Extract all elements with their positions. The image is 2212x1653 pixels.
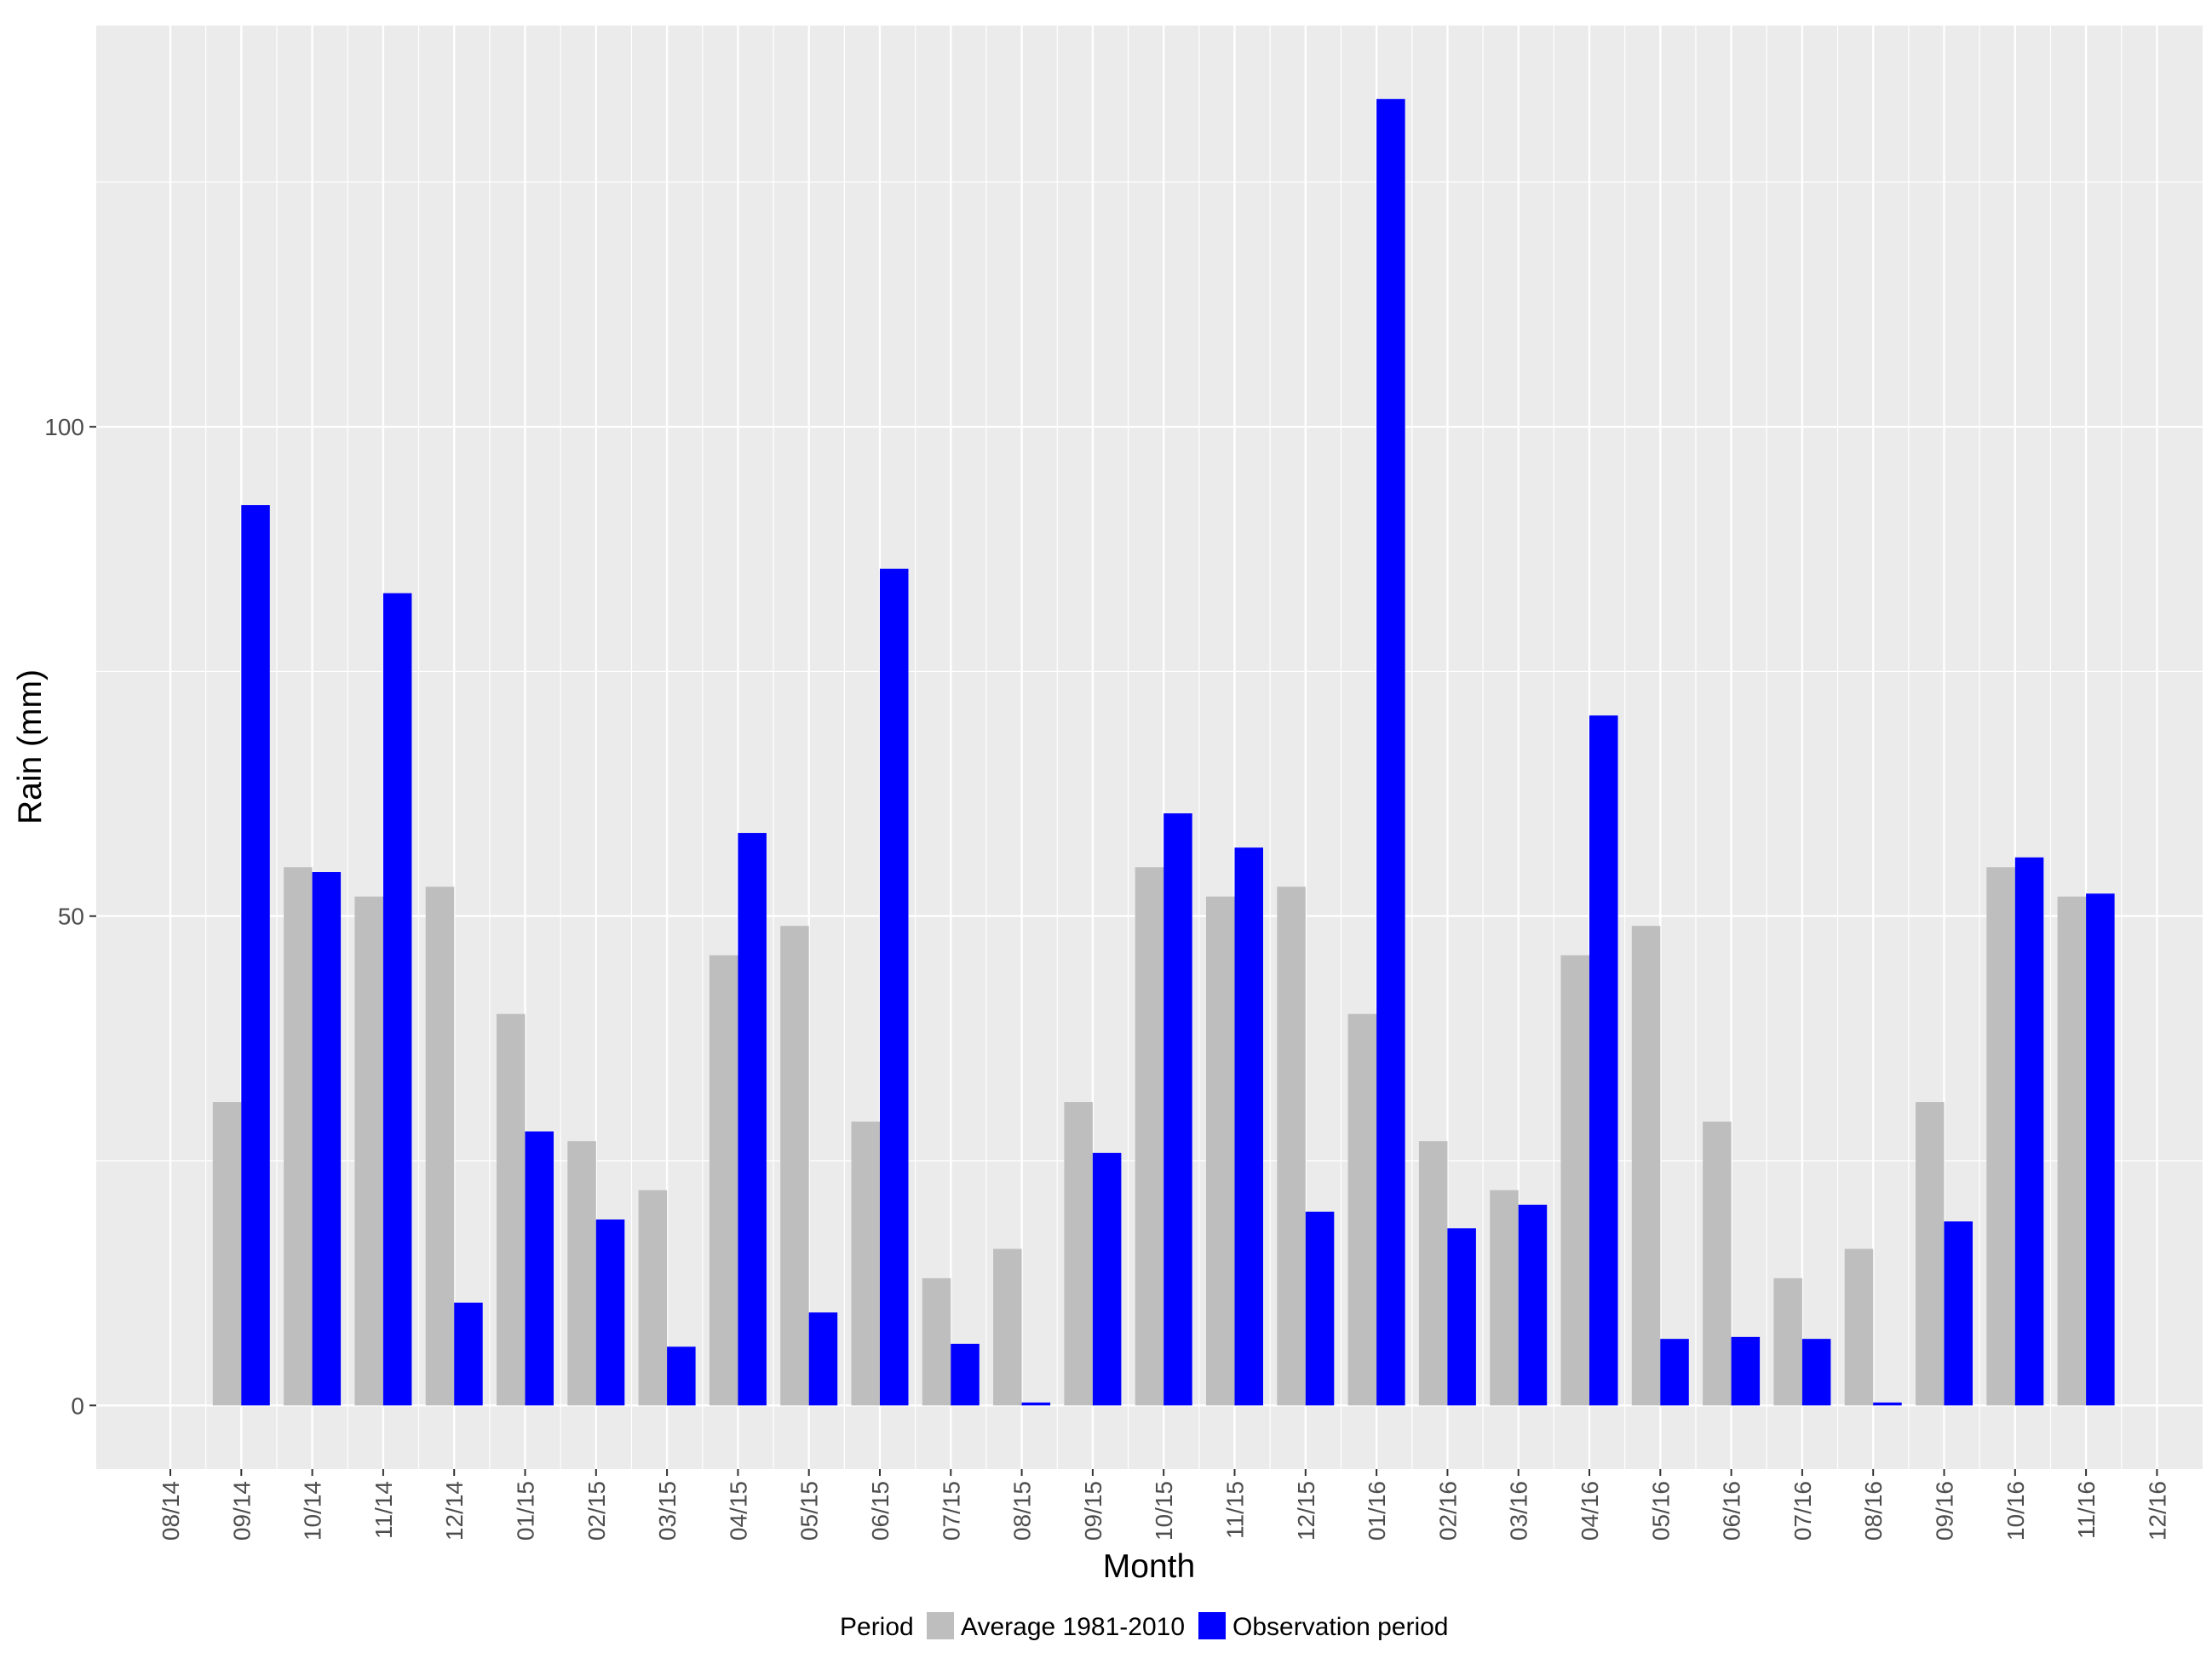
bar-average-01-15 — [497, 1013, 526, 1406]
bar-average-03-16 — [1490, 1190, 1519, 1406]
x-tick-label: 08/16 — [1860, 1481, 1887, 1541]
bar-observation-02-16 — [1447, 1228, 1476, 1406]
bar-observation-07-16 — [1801, 1339, 1831, 1406]
x-tick-label: 01/16 — [1364, 1481, 1390, 1541]
x-tick-label: 06/16 — [1719, 1481, 1745, 1541]
bar-average-11-14 — [354, 896, 383, 1406]
bar-average-09-15 — [1064, 1102, 1093, 1406]
bar-observation-06-15 — [880, 568, 909, 1406]
x-tick-label: 09/15 — [1080, 1481, 1106, 1541]
x-tick-label: 12/16 — [2144, 1481, 2170, 1541]
bar-average-04-15 — [709, 955, 738, 1406]
bar-observation-07-15 — [951, 1343, 980, 1406]
bar-average-02-15 — [567, 1141, 596, 1406]
bar-average-04-16 — [1560, 955, 1589, 1406]
x-tick-label: 12/15 — [1293, 1481, 1319, 1541]
y-tick-label: 0 — [71, 1392, 84, 1419]
bar-observation-08-16 — [1873, 1402, 1902, 1406]
bar-average-07-16 — [1773, 1277, 1802, 1406]
x-tick-label: 04/16 — [1577, 1481, 1603, 1541]
bar-average-06-15 — [851, 1122, 880, 1406]
x-tick-label: 01/15 — [513, 1481, 539, 1541]
bar-observation-11-14 — [382, 593, 412, 1406]
x-tick-label: 09/16 — [1932, 1481, 1958, 1541]
x-tick-label: 10/15 — [1151, 1481, 1177, 1541]
bar-observation-11-16 — [2086, 893, 2115, 1406]
x-tick-label: 06/15 — [867, 1481, 893, 1541]
x-tick-label: 09/14 — [228, 1481, 255, 1541]
bar-observation-03-15 — [667, 1346, 696, 1406]
bar-observation-10-15 — [1163, 813, 1192, 1406]
bar-observation-11-15 — [1234, 847, 1263, 1406]
x-tick-label: 07/15 — [938, 1481, 964, 1541]
bar-average-05-16 — [1631, 926, 1661, 1406]
bar-observation-04-15 — [738, 833, 767, 1406]
x-tick-label: 11/14 — [371, 1481, 397, 1539]
x-tick-label: 11/15 — [1222, 1481, 1249, 1539]
x-tick-label: 10/14 — [300, 1481, 326, 1541]
bar-observation-12-14 — [454, 1302, 483, 1406]
x-tick-label: 11/16 — [2073, 1481, 2100, 1539]
x-axis-title: Month — [1103, 1548, 1195, 1585]
bar-observation-02-15 — [595, 1219, 625, 1406]
bar-average-02-16 — [1418, 1141, 1448, 1406]
bar-observation-05-15 — [808, 1312, 838, 1406]
bar-observation-12-15 — [1305, 1211, 1335, 1406]
minor-gridlines — [96, 26, 2203, 1469]
bars — [212, 99, 2115, 1406]
y-tick-label: 50 — [58, 904, 84, 930]
bar-average-09-16 — [1916, 1102, 1945, 1406]
bar-average-10-15 — [1135, 867, 1164, 1406]
x-tick-label: 03/16 — [1506, 1481, 1532, 1541]
x-axis: 08/14 09/14 10/14 11/14 12/14 01/15 02/15 03/15… — [158, 1469, 2170, 1541]
y-axis: 0 50 100 — [44, 414, 96, 1419]
bar-average-05-15 — [780, 926, 809, 1406]
x-tick-label: 02/16 — [1434, 1481, 1461, 1541]
bar-observation-01-16 — [1376, 99, 1405, 1406]
x-tick-label: 12/14 — [441, 1481, 468, 1541]
x-tick-label: 02/15 — [583, 1481, 610, 1541]
bar-observation-04-16 — [1589, 715, 1618, 1406]
y-axis-title: Rain (mm) — [12, 669, 49, 824]
bar-average-09-14 — [212, 1102, 242, 1406]
x-tick-label: 08/15 — [1009, 1481, 1036, 1541]
bar-average-08-16 — [1844, 1248, 1874, 1406]
x-tick-label: 04/15 — [725, 1481, 751, 1541]
bar-average-10-16 — [1986, 867, 2015, 1406]
bar-observation-05-16 — [1660, 1339, 1689, 1406]
legend-label-average: Average 1981-2010 — [961, 1613, 1185, 1641]
x-tick-label: 10/16 — [2002, 1481, 2029, 1541]
bar-observation-10-16 — [2014, 857, 2044, 1406]
bar-average-08-15 — [993, 1248, 1022, 1406]
y-tick-label: 100 — [44, 414, 84, 440]
x-tick-label: 07/16 — [1790, 1481, 1816, 1541]
legend-key-average — [927, 1612, 954, 1639]
bar-average-11-15 — [1206, 896, 1235, 1406]
bar-average-12-15 — [1277, 887, 1306, 1406]
bar-observation-09-15 — [1092, 1152, 1122, 1406]
bar-average-06-16 — [1703, 1122, 1732, 1406]
x-tick-label: 05/16 — [1647, 1481, 1674, 1541]
bar-observation-10-14 — [312, 872, 342, 1406]
bar-observation-03-16 — [1518, 1204, 1548, 1406]
bar-observation-01-15 — [525, 1131, 554, 1406]
bar-average-07-15 — [922, 1277, 951, 1406]
bar-average-11-16 — [2057, 896, 2087, 1406]
legend-title: Period — [840, 1613, 914, 1641]
bar-average-12-14 — [425, 887, 455, 1406]
legend-key-observation — [1198, 1612, 1226, 1639]
x-tick-label: 03/15 — [654, 1481, 681, 1541]
legend: Period Average 1981-2010 Observation per… — [840, 1612, 1448, 1641]
bar-average-03-15 — [638, 1190, 668, 1406]
bar-observation-09-16 — [1944, 1221, 1973, 1406]
bar-average-01-16 — [1347, 1013, 1377, 1406]
bar-observation-08-15 — [1021, 1402, 1051, 1406]
bar-observation-06-16 — [1731, 1336, 1761, 1406]
bar-observation-09-14 — [241, 505, 270, 1406]
x-tick-label: 05/15 — [796, 1481, 823, 1541]
bar-average-10-14 — [284, 867, 313, 1406]
legend-label-observation: Observation period — [1232, 1613, 1448, 1641]
x-tick-label: 08/14 — [158, 1481, 184, 1541]
